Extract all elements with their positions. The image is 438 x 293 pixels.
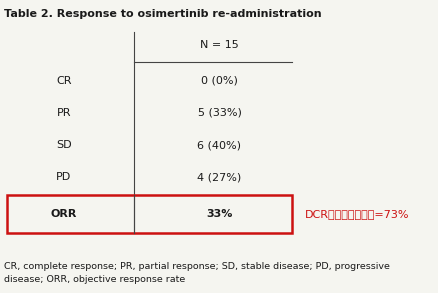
Text: PR: PR: [56, 108, 71, 118]
Text: CR, complete response; PR, partial response; SD, stable disease; PD, progressive: CR, complete response; PR, partial respo…: [4, 262, 389, 284]
Text: SD: SD: [56, 140, 71, 150]
Text: CR: CR: [56, 76, 71, 86]
Text: 33%: 33%: [206, 209, 232, 219]
Text: 5 (33%): 5 (33%): [197, 108, 241, 118]
Text: Table 2. Response to osimertinib re-administration: Table 2. Response to osimertinib re-admi…: [4, 9, 321, 19]
Text: N = 15: N = 15: [200, 40, 238, 50]
Text: PD: PD: [56, 172, 71, 182]
Text: ORR: ORR: [50, 209, 77, 219]
Text: DCR（疾病控制率）=73%: DCR（疾病控制率）=73%: [304, 209, 409, 219]
Text: 4 (27%): 4 (27%): [197, 172, 241, 182]
Text: 0 (0%): 0 (0%): [201, 76, 237, 86]
Text: 6 (40%): 6 (40%): [197, 140, 241, 150]
